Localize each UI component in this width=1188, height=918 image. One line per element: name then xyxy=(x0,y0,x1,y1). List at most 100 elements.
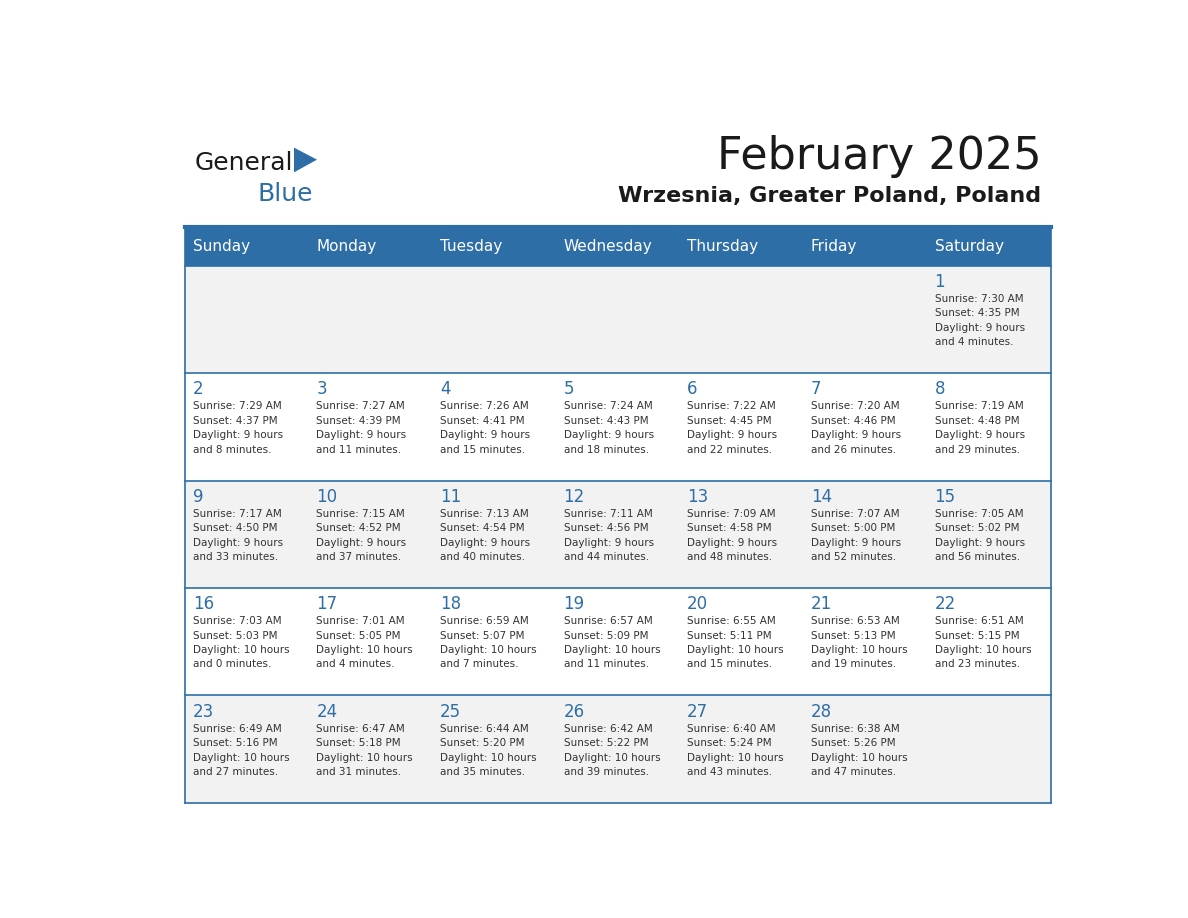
Text: 7: 7 xyxy=(811,380,821,398)
Bar xyxy=(432,373,556,480)
Text: 6: 6 xyxy=(687,380,697,398)
Bar xyxy=(680,373,803,480)
Bar xyxy=(432,588,556,696)
Text: 26: 26 xyxy=(563,702,584,721)
Bar xyxy=(432,480,556,588)
Text: 9: 9 xyxy=(192,487,203,506)
Text: Sunrise: 6:38 AM
Sunset: 5:26 PM
Daylight: 10 hours
and 47 minutes.: Sunrise: 6:38 AM Sunset: 5:26 PM Dayligh… xyxy=(811,723,908,777)
Text: Monday: Monday xyxy=(316,239,377,253)
Polygon shape xyxy=(293,148,317,173)
Text: 3: 3 xyxy=(316,380,327,398)
Text: 4: 4 xyxy=(440,380,450,398)
Text: Sunrise: 7:24 AM
Sunset: 4:43 PM
Daylight: 9 hours
and 18 minutes.: Sunrise: 7:24 AM Sunset: 4:43 PM Dayligh… xyxy=(563,401,653,454)
Bar xyxy=(309,696,432,803)
Text: General: General xyxy=(195,151,293,175)
Bar xyxy=(309,373,432,480)
Text: 28: 28 xyxy=(811,702,832,721)
Text: 23: 23 xyxy=(192,702,214,721)
Text: Sunrise: 7:30 AM
Sunset: 4:35 PM
Daylight: 9 hours
and 4 minutes.: Sunrise: 7:30 AM Sunset: 4:35 PM Dayligh… xyxy=(935,294,1024,347)
Bar xyxy=(432,265,556,373)
Text: Sunrise: 6:51 AM
Sunset: 5:15 PM
Daylight: 10 hours
and 23 minutes.: Sunrise: 6:51 AM Sunset: 5:15 PM Dayligh… xyxy=(935,616,1031,669)
Text: 14: 14 xyxy=(811,487,832,506)
Text: Sunrise: 7:13 AM
Sunset: 4:54 PM
Daylight: 9 hours
and 40 minutes.: Sunrise: 7:13 AM Sunset: 4:54 PM Dayligh… xyxy=(440,509,530,562)
Text: 19: 19 xyxy=(563,595,584,613)
Text: Sunrise: 6:55 AM
Sunset: 5:11 PM
Daylight: 10 hours
and 15 minutes.: Sunrise: 6:55 AM Sunset: 5:11 PM Dayligh… xyxy=(687,616,784,669)
Bar xyxy=(556,265,680,373)
Bar xyxy=(803,227,927,265)
Bar xyxy=(309,265,432,373)
Bar xyxy=(185,696,309,803)
Text: Sunrise: 6:57 AM
Sunset: 5:09 PM
Daylight: 10 hours
and 11 minutes.: Sunrise: 6:57 AM Sunset: 5:09 PM Dayligh… xyxy=(563,616,661,669)
Text: Thursday: Thursday xyxy=(687,239,758,253)
Text: Sunrise: 6:47 AM
Sunset: 5:18 PM
Daylight: 10 hours
and 31 minutes.: Sunrise: 6:47 AM Sunset: 5:18 PM Dayligh… xyxy=(316,723,413,777)
Bar xyxy=(309,227,432,265)
Text: 5: 5 xyxy=(563,380,574,398)
Text: 25: 25 xyxy=(440,702,461,721)
Text: Blue: Blue xyxy=(257,182,312,206)
Bar xyxy=(185,227,309,265)
Bar xyxy=(185,480,309,588)
Text: 21: 21 xyxy=(811,595,832,613)
Bar xyxy=(803,480,927,588)
Text: Sunrise: 7:20 AM
Sunset: 4:46 PM
Daylight: 9 hours
and 26 minutes.: Sunrise: 7:20 AM Sunset: 4:46 PM Dayligh… xyxy=(811,401,901,454)
Text: Sunrise: 6:40 AM
Sunset: 5:24 PM
Daylight: 10 hours
and 43 minutes.: Sunrise: 6:40 AM Sunset: 5:24 PM Dayligh… xyxy=(687,723,784,777)
Text: 15: 15 xyxy=(935,487,955,506)
Text: Friday: Friday xyxy=(811,239,858,253)
Bar xyxy=(432,696,556,803)
Bar xyxy=(185,265,309,373)
Text: Sunrise: 7:19 AM
Sunset: 4:48 PM
Daylight: 9 hours
and 29 minutes.: Sunrise: 7:19 AM Sunset: 4:48 PM Dayligh… xyxy=(935,401,1024,454)
Bar xyxy=(309,480,432,588)
Text: Sunrise: 7:15 AM
Sunset: 4:52 PM
Daylight: 9 hours
and 37 minutes.: Sunrise: 7:15 AM Sunset: 4:52 PM Dayligh… xyxy=(316,509,406,562)
Text: 12: 12 xyxy=(563,487,584,506)
Text: Sunrise: 6:42 AM
Sunset: 5:22 PM
Daylight: 10 hours
and 39 minutes.: Sunrise: 6:42 AM Sunset: 5:22 PM Dayligh… xyxy=(563,723,661,777)
Bar xyxy=(556,227,680,265)
Bar xyxy=(680,696,803,803)
Bar xyxy=(680,480,803,588)
Text: Sunrise: 7:22 AM
Sunset: 4:45 PM
Daylight: 9 hours
and 22 minutes.: Sunrise: 7:22 AM Sunset: 4:45 PM Dayligh… xyxy=(687,401,777,454)
Bar xyxy=(927,265,1051,373)
Bar xyxy=(927,696,1051,803)
Text: Sunday: Sunday xyxy=(192,239,249,253)
Bar xyxy=(927,480,1051,588)
Text: February 2025: February 2025 xyxy=(716,135,1042,177)
Text: 18: 18 xyxy=(440,595,461,613)
Text: 13: 13 xyxy=(687,487,708,506)
Text: 1: 1 xyxy=(935,273,946,291)
Text: 22: 22 xyxy=(935,595,956,613)
Text: Saturday: Saturday xyxy=(935,239,1004,253)
Text: Sunrise: 6:44 AM
Sunset: 5:20 PM
Daylight: 10 hours
and 35 minutes.: Sunrise: 6:44 AM Sunset: 5:20 PM Dayligh… xyxy=(440,723,537,777)
Text: Sunrise: 6:53 AM
Sunset: 5:13 PM
Daylight: 10 hours
and 19 minutes.: Sunrise: 6:53 AM Sunset: 5:13 PM Dayligh… xyxy=(811,616,908,669)
Bar xyxy=(803,696,927,803)
Text: 2: 2 xyxy=(192,380,203,398)
Text: Sunrise: 7:26 AM
Sunset: 4:41 PM
Daylight: 9 hours
and 15 minutes.: Sunrise: 7:26 AM Sunset: 4:41 PM Dayligh… xyxy=(440,401,530,454)
Text: Sunrise: 7:03 AM
Sunset: 5:03 PM
Daylight: 10 hours
and 0 minutes.: Sunrise: 7:03 AM Sunset: 5:03 PM Dayligh… xyxy=(192,616,290,669)
Text: Sunrise: 7:09 AM
Sunset: 4:58 PM
Daylight: 9 hours
and 48 minutes.: Sunrise: 7:09 AM Sunset: 4:58 PM Dayligh… xyxy=(687,509,777,562)
Text: 27: 27 xyxy=(687,702,708,721)
Bar xyxy=(185,373,309,480)
Text: Wednesday: Wednesday xyxy=(563,239,652,253)
Text: 17: 17 xyxy=(316,595,337,613)
Text: 20: 20 xyxy=(687,595,708,613)
Bar xyxy=(432,227,556,265)
Bar xyxy=(556,588,680,696)
Bar xyxy=(927,373,1051,480)
Bar xyxy=(927,588,1051,696)
Text: 11: 11 xyxy=(440,487,461,506)
Text: 10: 10 xyxy=(316,487,337,506)
Bar xyxy=(556,696,680,803)
Text: Sunrise: 7:11 AM
Sunset: 4:56 PM
Daylight: 9 hours
and 44 minutes.: Sunrise: 7:11 AM Sunset: 4:56 PM Dayligh… xyxy=(563,509,653,562)
Bar xyxy=(803,373,927,480)
Bar xyxy=(680,227,803,265)
Bar xyxy=(803,265,927,373)
Text: 8: 8 xyxy=(935,380,944,398)
Text: Wrzesnia, Greater Poland, Poland: Wrzesnia, Greater Poland, Poland xyxy=(619,186,1042,207)
Text: Sunrise: 7:05 AM
Sunset: 5:02 PM
Daylight: 9 hours
and 56 minutes.: Sunrise: 7:05 AM Sunset: 5:02 PM Dayligh… xyxy=(935,509,1024,562)
Text: Sunrise: 6:59 AM
Sunset: 5:07 PM
Daylight: 10 hours
and 7 minutes.: Sunrise: 6:59 AM Sunset: 5:07 PM Dayligh… xyxy=(440,616,537,669)
Text: Sunrise: 7:01 AM
Sunset: 5:05 PM
Daylight: 10 hours
and 4 minutes.: Sunrise: 7:01 AM Sunset: 5:05 PM Dayligh… xyxy=(316,616,413,669)
Bar xyxy=(680,265,803,373)
Text: Tuesday: Tuesday xyxy=(440,239,503,253)
Text: Sunrise: 7:27 AM
Sunset: 4:39 PM
Daylight: 9 hours
and 11 minutes.: Sunrise: 7:27 AM Sunset: 4:39 PM Dayligh… xyxy=(316,401,406,454)
Bar xyxy=(185,588,309,696)
Bar xyxy=(680,588,803,696)
Bar xyxy=(803,588,927,696)
